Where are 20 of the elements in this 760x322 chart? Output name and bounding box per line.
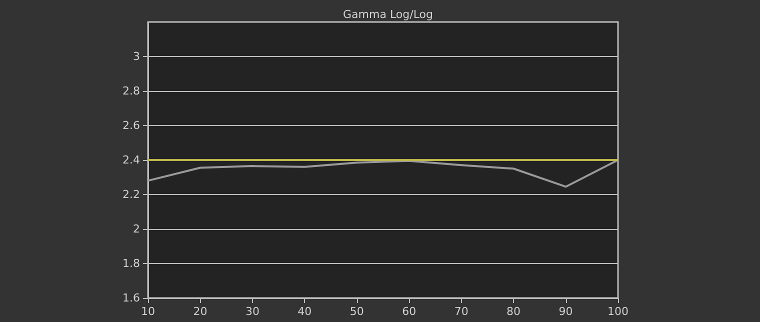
y-tick-label: 2.2 bbox=[122, 188, 140, 201]
x-tick-label: 90 bbox=[558, 305, 573, 318]
y-tick-label: 2.8 bbox=[122, 84, 140, 98]
x-tick-label: 80 bbox=[506, 305, 521, 318]
line-series bbox=[147, 159, 619, 188]
x-tick-label: 100 bbox=[608, 305, 628, 318]
y-tick-label: 3 bbox=[133, 50, 140, 63]
x-tick-label: 50 bbox=[350, 305, 364, 318]
y-tick-label: 1.6 bbox=[122, 292, 140, 304]
x-tick-label: 70 bbox=[454, 305, 468, 318]
chart-title: Gamma Log/Log bbox=[343, 8, 433, 21]
y-tick-label: 1.8 bbox=[122, 257, 140, 270]
x-tick-label: 30 bbox=[245, 305, 260, 318]
x-tick-label: 60 bbox=[402, 305, 416, 318]
y-tick-label: 2.4 bbox=[122, 154, 140, 166]
y-tick-label: 2.6 bbox=[122, 119, 140, 132]
x-tick-label: 10 bbox=[141, 305, 155, 318]
x-tick-label: 40 bbox=[298, 305, 312, 318]
y-tick-label: 2 bbox=[133, 222, 140, 236]
x-tick-label: 20 bbox=[193, 305, 208, 318]
